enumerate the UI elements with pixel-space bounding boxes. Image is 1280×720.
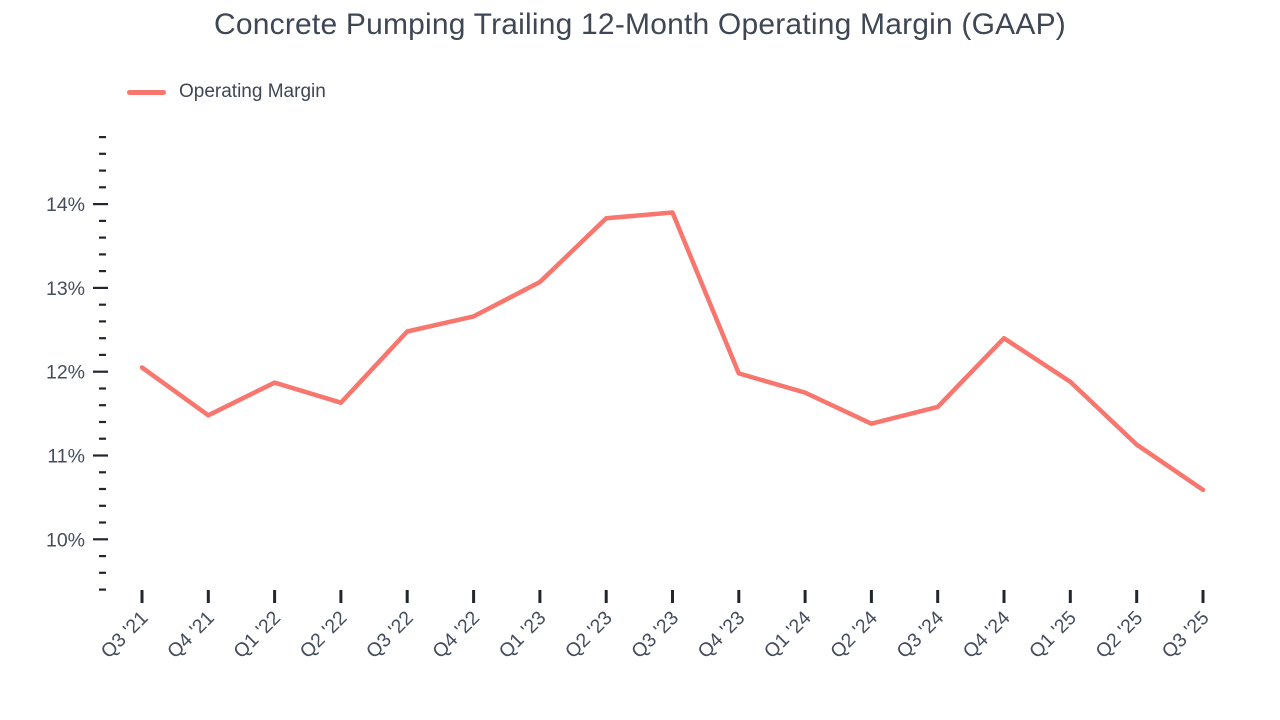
x-axis-tick-label: Q2 '25 — [1091, 607, 1147, 663]
x-axis-tick-label: Q3 '23 — [627, 607, 683, 663]
x-axis-tick-label: Q4 '23 — [694, 607, 750, 663]
legend-label: Operating Margin — [179, 81, 326, 102]
x-axis-tick-label: Q1 '22 — [229, 607, 285, 663]
x-axis-tick-label: Q1 '23 — [495, 607, 551, 663]
x-axis-tick-label: Q3 '24 — [892, 607, 948, 663]
legend-line-swatch — [127, 89, 166, 95]
y-axis-tick-label: 12% — [46, 362, 85, 384]
x-axis-tick-label: Q2 '24 — [826, 607, 882, 663]
x-axis-tick-label: Q3 '22 — [362, 607, 418, 663]
y-axis-tick-label: 14% — [46, 194, 85, 216]
y-axis-tick-label: 11% — [47, 446, 85, 468]
x-axis-tick-label: Q2 '23 — [561, 607, 617, 663]
x-axis-tick-label: Q4 '21 — [163, 607, 219, 663]
legend: Operating Margin — [127, 81, 326, 103]
y-axis-tick-label: 10% — [46, 529, 85, 551]
x-axis-tick-label: Q3 '21 — [97, 607, 153, 663]
x-axis-tick-label: Q4 '24 — [959, 607, 1015, 663]
x-axis-tick-label: Q4 '22 — [428, 607, 484, 663]
x-axis-tick-label: Q2 '22 — [296, 607, 352, 663]
y-axis-tick-label: 13% — [46, 278, 85, 300]
x-axis-tick-label: Q3 '25 — [1158, 607, 1214, 663]
chart-title: Concrete Pumping Trailing 12-Month Opera… — [214, 8, 1066, 41]
series-line — [139, 210, 1206, 493]
x-axis-tick-label: Q1 '24 — [760, 607, 816, 663]
x-axis-tick-label: Q1 '25 — [1025, 607, 1081, 663]
